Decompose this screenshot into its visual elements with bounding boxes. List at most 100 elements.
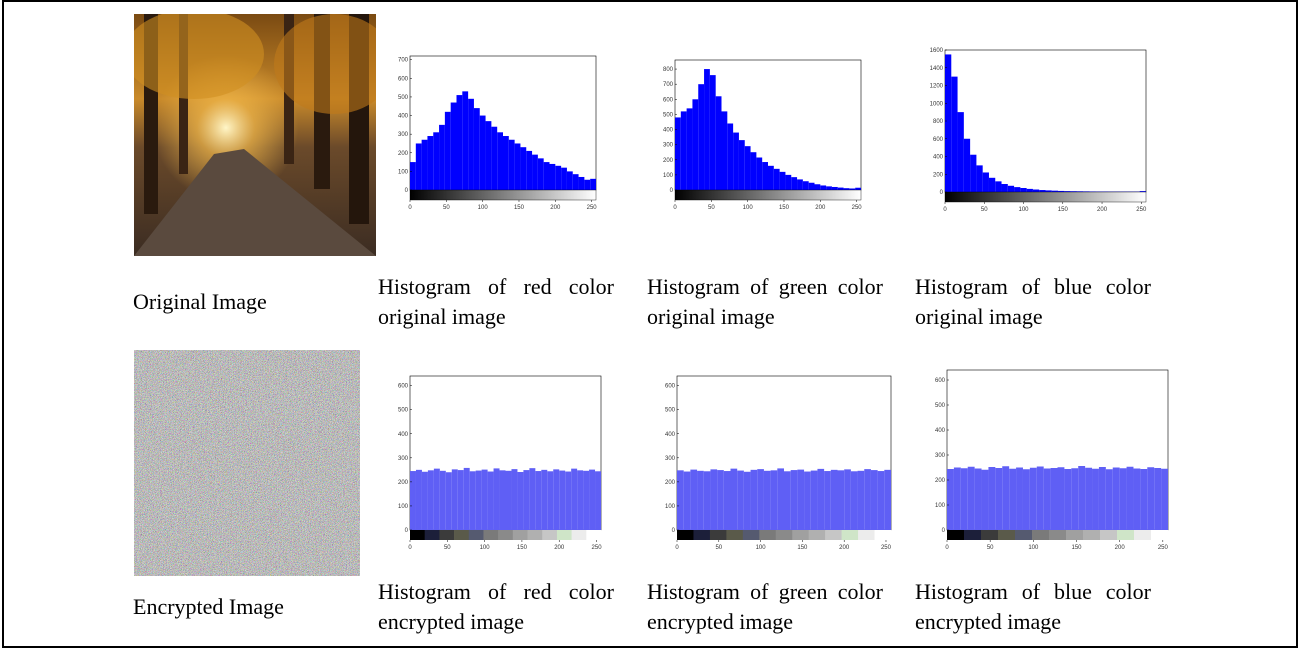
histogram-bar bbox=[553, 469, 559, 530]
histogram-bar bbox=[797, 470, 804, 530]
histogram-bar bbox=[756, 158, 762, 191]
y-tick-label: 800 bbox=[663, 67, 674, 73]
histogram-bar bbox=[1064, 469, 1071, 530]
histogram-bar bbox=[855, 188, 861, 190]
x-tick-label: 50 bbox=[444, 545, 451, 551]
histogram-bar bbox=[764, 471, 771, 530]
histogram-bar bbox=[1046, 190, 1052, 192]
y-tick-label: 100 bbox=[398, 169, 409, 175]
histogram-bar bbox=[717, 470, 724, 530]
colorbar-step bbox=[1117, 530, 1134, 540]
histogram-bar bbox=[555, 166, 561, 190]
histogram-bar bbox=[590, 179, 596, 190]
x-tick-label: 250 bbox=[592, 545, 603, 551]
histogram-bar bbox=[1071, 468, 1078, 530]
y-tick-label: 200 bbox=[398, 480, 409, 486]
histogram-bar bbox=[1113, 468, 1120, 531]
colorbar-step bbox=[776, 530, 793, 540]
histogram-bar bbox=[474, 108, 480, 190]
histogram-bar bbox=[462, 91, 468, 190]
histogram-bar bbox=[982, 470, 989, 530]
histogram-bar bbox=[785, 175, 791, 190]
histogram-bar bbox=[1127, 467, 1134, 530]
y-tick-label: 700 bbox=[398, 58, 409, 64]
histogram-bar bbox=[1085, 468, 1092, 530]
histogram-bar bbox=[858, 471, 865, 530]
histogram-bar bbox=[482, 470, 488, 530]
colorbar-step bbox=[809, 530, 826, 540]
x-tick-label: 0 bbox=[673, 205, 677, 211]
histogram-bar bbox=[681, 111, 687, 190]
histogram-bar bbox=[544, 162, 550, 190]
histogram-bar bbox=[427, 136, 433, 190]
colorbar-step bbox=[542, 530, 557, 540]
y-tick-label: 500 bbox=[665, 408, 676, 414]
histogram-bar bbox=[1120, 468, 1127, 530]
x-tick-label: 150 bbox=[1058, 207, 1069, 213]
histogram-bar bbox=[976, 165, 982, 192]
histogram-bar bbox=[503, 136, 509, 190]
y-tick-label: 700 bbox=[663, 82, 674, 88]
y-tick-label: 400 bbox=[663, 128, 674, 134]
histogram-bar bbox=[687, 108, 693, 190]
y-tick-label: 0 bbox=[405, 188, 409, 194]
histogram-bar bbox=[757, 469, 764, 530]
histogram-bar bbox=[452, 469, 458, 530]
histogram-bar bbox=[1002, 184, 1008, 192]
histogram-bar bbox=[851, 471, 858, 530]
colorbar-step bbox=[586, 530, 601, 540]
colorbar-step bbox=[513, 530, 528, 540]
histogram-bar bbox=[509, 140, 515, 190]
histogram-bar bbox=[961, 468, 968, 530]
histogram-bar bbox=[451, 103, 457, 190]
x-tick-label: 50 bbox=[708, 205, 715, 211]
histogram-caption: Histogram of blue color encrypted image bbox=[915, 577, 1151, 637]
y-tick-label: 600 bbox=[665, 384, 676, 390]
colorbar-step bbox=[842, 530, 859, 540]
histogram-bar bbox=[565, 472, 571, 530]
histogram-bar bbox=[704, 69, 710, 190]
histogram-bar bbox=[751, 470, 758, 530]
x-tick-label: 100 bbox=[743, 205, 754, 211]
y-tick-label: 0 bbox=[405, 528, 409, 534]
histogram-bar bbox=[803, 181, 809, 190]
y-tick-label: 300 bbox=[663, 143, 674, 149]
histogram-bar bbox=[774, 169, 780, 190]
histogram-bar bbox=[517, 472, 523, 530]
histogram-bar bbox=[523, 470, 529, 530]
histogram-bar bbox=[975, 469, 982, 531]
x-tick-label: 150 bbox=[517, 545, 528, 551]
histogram-bar bbox=[526, 151, 532, 190]
y-tick-label: 1400 bbox=[930, 66, 944, 72]
y-tick-label: 500 bbox=[398, 95, 409, 101]
histogram-bar bbox=[1154, 468, 1161, 530]
histogram-bar bbox=[820, 185, 826, 190]
colorbar-step bbox=[439, 530, 454, 540]
y-tick-label: 400 bbox=[398, 432, 409, 438]
histogram-bar bbox=[547, 471, 553, 530]
x-tick-label: 200 bbox=[554, 545, 565, 551]
y-tick-label: 400 bbox=[398, 114, 409, 120]
histogram-caption: Histogram of green color encrypted image bbox=[647, 577, 883, 637]
histogram-bar bbox=[500, 470, 506, 530]
y-tick-label: 200 bbox=[933, 172, 944, 178]
histogram-bar bbox=[817, 469, 824, 530]
histogram-bar bbox=[584, 180, 590, 190]
histogram-bar bbox=[797, 179, 803, 190]
histogram-bar bbox=[1051, 468, 1058, 530]
colorbar-step bbox=[1100, 530, 1117, 540]
colorbar-step bbox=[469, 530, 484, 540]
x-tick-label: 250 bbox=[1158, 545, 1169, 551]
x-tick-label: 100 bbox=[756, 545, 767, 551]
histogram-bar bbox=[1037, 467, 1044, 531]
histogram-bar bbox=[784, 471, 791, 530]
y-tick-label: 400 bbox=[933, 155, 944, 161]
histogram-bar bbox=[445, 112, 451, 190]
histogram-bar bbox=[583, 471, 589, 530]
histogram-bar bbox=[573, 174, 579, 190]
histogram-bar bbox=[983, 172, 989, 192]
y-tick-label: 1600 bbox=[930, 48, 944, 54]
x-tick-label: 150 bbox=[779, 205, 790, 211]
histogram-bar bbox=[791, 177, 797, 190]
histogram-bar bbox=[422, 140, 428, 190]
